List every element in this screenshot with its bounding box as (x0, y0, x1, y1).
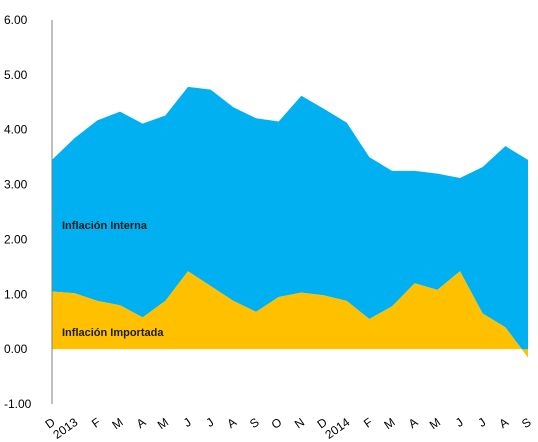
y-tick-label: 3.00 (4, 178, 28, 192)
x-tick-label: F (89, 415, 103, 431)
y-tick-label: 2.00 (4, 232, 28, 246)
annotation-inflacion-interna: Inflación Interna (62, 220, 148, 232)
area-inflacion-importada (52, 271, 528, 358)
x-tick-label: A (224, 415, 239, 431)
x-tick-label: O (269, 415, 285, 432)
y-tick-label: 0.00 (4, 342, 28, 356)
x-tick-label: F (361, 415, 375, 431)
area-inflacion-interna (52, 86, 528, 358)
y-tick-label: 4.00 (4, 123, 28, 137)
y-tick-labels: 6.00 5.00 4.00 3.00 2.00 1.00 0.00 -1.00 (4, 13, 32, 411)
x-tick-label: A (496, 415, 511, 431)
x-tick-label: A (406, 415, 421, 431)
x-tick-label: S (519, 415, 534, 431)
y-tick-label: 1.00 (4, 287, 28, 301)
x-tick-label: 2013 (50, 415, 80, 442)
x-tick-label: J (453, 415, 466, 430)
area-series-group (52, 86, 528, 358)
annotation-inflacion-importada: Inflación Importada (62, 327, 164, 339)
x-tick-label: J (181, 415, 194, 430)
x-tick-label: N (292, 415, 307, 431)
x-tick-label: M (155, 415, 171, 432)
x-tick-label: M (381, 415, 397, 432)
x-tick-label: 2014 (322, 415, 352, 442)
y-tick-label: -1.00 (4, 397, 32, 411)
x-tick-label: A (134, 415, 149, 431)
x-tick-label: S (247, 415, 262, 431)
y-tick-label: 5.00 (4, 68, 28, 82)
x-tick-label: J (475, 415, 488, 430)
x-tick-label: M (427, 415, 443, 432)
y-tick-label: 6.00 (4, 13, 28, 27)
x-tick-label: M (109, 415, 125, 432)
x-tick-label: J (203, 415, 216, 430)
